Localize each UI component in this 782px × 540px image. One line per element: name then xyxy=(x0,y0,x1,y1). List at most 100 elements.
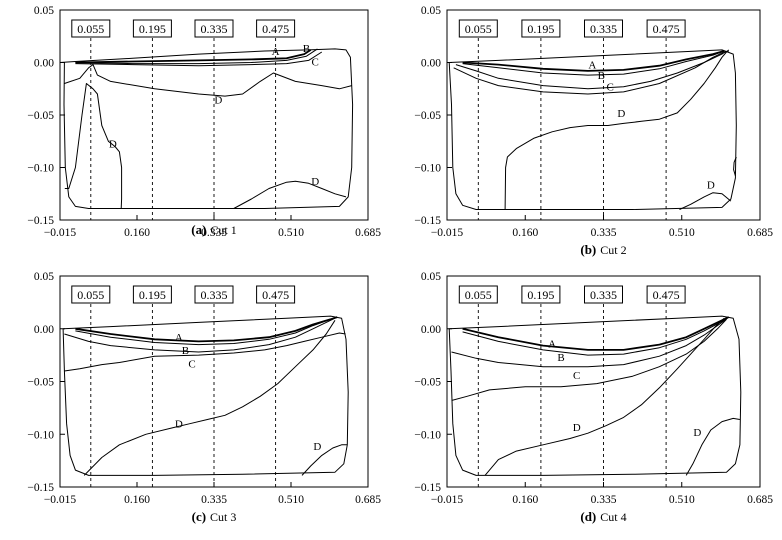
caption-letter: (d) xyxy=(580,509,596,524)
cut-label: 0.055 xyxy=(77,22,104,36)
x-tick-label: −0.015 xyxy=(44,227,77,239)
cut-label-box xyxy=(71,285,111,304)
curve-label: B xyxy=(557,352,564,364)
x-tick-label: 0.160 xyxy=(512,227,538,239)
cut-label-box xyxy=(521,285,561,304)
curve-d3 xyxy=(685,417,740,476)
curve-d3 xyxy=(679,192,732,210)
curve-label: C xyxy=(607,82,614,94)
y-tick-label: −0.05 xyxy=(414,377,441,389)
caption-text: Cut 4 xyxy=(600,510,626,524)
curve-label: D xyxy=(617,108,625,120)
curve-c xyxy=(455,50,727,90)
cut-label-box xyxy=(132,285,172,304)
y-tick-label: −0.10 xyxy=(27,429,54,441)
cut-label-box xyxy=(132,19,172,38)
cut-label: 0.475 xyxy=(653,22,680,36)
panel-cut2: 0.05 0.00 −0.05 −0.10 −0.15−0.015 0.160 0.335 0… xyxy=(414,5,773,257)
curve-d3 xyxy=(233,180,347,209)
x-tick-label: 0.335 xyxy=(591,227,617,239)
panel-caption: (b) Cut 2 xyxy=(580,242,626,257)
cut-label-box xyxy=(584,19,623,38)
curve-c xyxy=(64,332,346,372)
curve-a xyxy=(462,316,730,351)
cut-label: 0.195 xyxy=(527,288,554,302)
curve-label: B xyxy=(303,43,310,55)
curve-label: B xyxy=(598,70,605,82)
y-tick-label: −0.10 xyxy=(414,163,441,175)
cut-label-box xyxy=(256,285,296,304)
y-tick-label: 0.00 xyxy=(34,58,54,70)
x-tick-label: 0.160 xyxy=(124,494,150,506)
x-tick-label: 0.685 xyxy=(355,494,381,506)
curve-outline xyxy=(448,315,742,476)
y-tick-label: 0.05 xyxy=(34,271,54,283)
curve-a xyxy=(462,50,725,72)
cut-label: 0.055 xyxy=(465,288,492,302)
x-tick-label: 0.685 xyxy=(747,227,773,239)
caption-letter: (c) xyxy=(192,509,206,524)
cut-label-box xyxy=(646,285,686,304)
curve-c xyxy=(451,318,727,401)
curve-label: D xyxy=(313,441,321,453)
curve-label: A xyxy=(272,46,280,58)
cut-label: 0.195 xyxy=(527,22,554,36)
x-tick-label: −0.015 xyxy=(431,227,464,239)
x-tick-label: 0.510 xyxy=(669,227,695,239)
x-tick-label: 0.685 xyxy=(747,494,773,506)
curve-label: D xyxy=(109,138,117,150)
x-tick-label: 0.160 xyxy=(512,494,538,506)
curve-d1 xyxy=(64,64,352,97)
cut-label: 0.335 xyxy=(201,288,228,302)
panel-cut4: 0.05 0.00 −0.05 −0.10 −0.15−0.015 0.160 0.335 0… xyxy=(414,271,773,524)
x-tick-label: 0.510 xyxy=(669,494,695,506)
cut-label-box xyxy=(521,19,561,38)
curve-a xyxy=(75,49,312,64)
panel-caption: (a) Cut 1 xyxy=(191,222,237,237)
cut-label-box xyxy=(584,285,623,304)
caption-letter: (b) xyxy=(580,242,596,257)
curve-outline xyxy=(62,315,349,476)
x-tick-label: 0.335 xyxy=(201,227,227,239)
x-tick-label: 0.510 xyxy=(278,494,304,506)
caption-text: Cut 1 xyxy=(210,223,236,237)
x-tick-label: 0.335 xyxy=(201,494,227,506)
curve-label: A xyxy=(175,332,183,344)
y-tick-label: −0.10 xyxy=(414,429,441,441)
cut-label-box xyxy=(194,19,234,38)
cut-label-box xyxy=(458,285,498,304)
y-tick-label: −0.05 xyxy=(27,377,54,389)
x-tick-label: −0.015 xyxy=(431,494,464,506)
cut-label: 0.335 xyxy=(590,22,617,36)
panel-caption: (d) Cut 4 xyxy=(580,509,626,524)
curve-d1 xyxy=(64,316,338,353)
curve-label: D xyxy=(311,176,319,188)
y-tick-label: 0.05 xyxy=(34,5,54,17)
y-tick-label: 0.00 xyxy=(421,324,441,336)
x-tick-label: 0.510 xyxy=(278,227,304,239)
cut-label: 0.335 xyxy=(590,288,617,302)
curve-d4 xyxy=(733,156,737,177)
y-tick-label: −0.15 xyxy=(27,215,54,227)
cut-label: 0.195 xyxy=(139,288,166,302)
curve-d2 xyxy=(64,83,123,209)
curve-label: D xyxy=(214,94,222,106)
y-tick-label: −0.15 xyxy=(414,215,441,227)
curve-c xyxy=(75,51,323,67)
caption-letter: (a) xyxy=(191,222,206,237)
x-tick-label: 0.685 xyxy=(355,227,381,239)
cut-label: 0.475 xyxy=(262,22,289,36)
curve-label: D xyxy=(573,422,581,434)
curve-d1 xyxy=(453,50,729,95)
curve-a xyxy=(75,316,338,343)
curve-label: C xyxy=(573,370,580,382)
x-tick-label: 0.335 xyxy=(591,494,617,506)
panel-cut3: 0.05 0.00 −0.05 −0.10 −0.15−0.015 0.160 0.335 0… xyxy=(27,271,381,524)
curve-d2 xyxy=(484,317,725,476)
curve-label: D xyxy=(707,179,715,191)
curve-d2 xyxy=(83,320,336,476)
cut-label: 0.335 xyxy=(201,22,228,36)
panel-caption: (c) Cut 3 xyxy=(192,509,237,524)
curve-outline xyxy=(59,48,354,209)
